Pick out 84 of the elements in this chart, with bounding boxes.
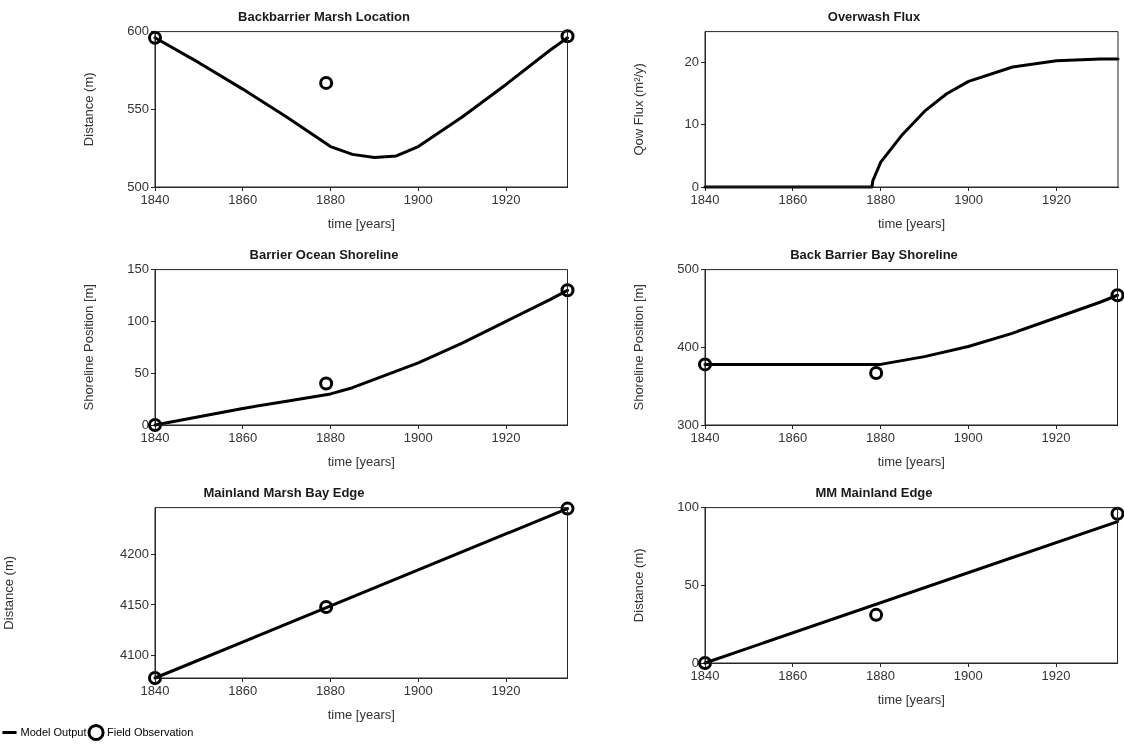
y-tick-label: 10: [684, 116, 699, 132]
point: [319, 376, 334, 391]
x-tick-label: 1920: [1041, 430, 1071, 446]
x-tick-label: 1880: [316, 192, 345, 208]
legend-label: Model Output: [20, 725, 87, 738]
x-tick-label: 1860: [228, 683, 258, 699]
y-tick-label: 600: [127, 23, 149, 39]
x-tick-label: 1880: [316, 683, 345, 699]
x-tick-label: 1900: [953, 430, 983, 446]
y-tick-label: 100: [677, 499, 699, 515]
x-tick-label: 1860: [778, 192, 808, 208]
point: [698, 357, 712, 372]
x-axis-title: time [years]: [877, 691, 945, 707]
chart-title: Overwash Flux: [827, 9, 922, 25]
x-tick-label: 1900: [403, 192, 433, 208]
chart-title: Mainland Marsh Bay Edge: [203, 485, 365, 501]
x-tick-label: 1880: [866, 668, 895, 684]
point: [698, 656, 712, 670]
x-tick-label: 1840: [140, 430, 170, 446]
y-tick-label: 550: [127, 100, 149, 116]
x-axis-title: time [years]: [327, 215, 395, 231]
point: [319, 600, 334, 614]
y-tick-label: 500: [677, 261, 699, 277]
point: [1110, 506, 1124, 521]
x-tick-label: 1840: [690, 192, 720, 208]
y-tick-label: 400: [677, 338, 699, 354]
y-tick-label: 100: [127, 312, 149, 328]
x-tick-label: 1880: [866, 192, 896, 208]
point: [1110, 288, 1124, 303]
y-axis-title: Qow Flux (m²/y): [631, 63, 647, 156]
x-tick-label: 1840: [140, 683, 170, 699]
x-tick-label: 1920: [491, 192, 521, 208]
y-tick-label: 0: [691, 178, 699, 194]
y-tick-label: 50: [684, 576, 699, 592]
y-axis-title: Distance (m): [631, 548, 647, 623]
x-tick-label: 1860: [228, 430, 258, 446]
point: [560, 283, 575, 298]
y-tick-label: 0: [141, 416, 149, 432]
y-tick-label: 4100: [120, 647, 149, 663]
x-tick-label: 1880: [316, 430, 345, 446]
point: [560, 501, 575, 516]
x-axis-title: time [years]: [327, 453, 395, 469]
chart-title: Backbarrier Marsh Location: [238, 9, 411, 25]
point: [560, 29, 575, 44]
point: [319, 75, 334, 90]
x-tick-label: 1880: [866, 430, 895, 446]
y-axis-title: Distance (m): [1, 555, 17, 630]
y-tick-label: 500: [127, 178, 149, 194]
point: [869, 365, 884, 380]
x-tick-label: 1840: [690, 668, 720, 684]
x-axis-title: time [years]: [877, 215, 946, 231]
x-tick-label: 1920: [1042, 192, 1071, 208]
x-tick-label: 1840: [690, 430, 720, 446]
x-tick-label: 1920: [491, 430, 521, 446]
y-tick-label: 50: [134, 364, 149, 380]
x-tick-label: 1900: [403, 683, 433, 699]
x-tick-label: 1920: [1041, 668, 1071, 684]
point: [148, 671, 162, 685]
y-axis-title: Shoreline Position [m]: [631, 284, 647, 411]
x-tick-label: 1840: [140, 192, 170, 208]
x-axis-title: time [years]: [877, 453, 945, 469]
x-tick-label: 1900: [953, 668, 983, 684]
point: [869, 607, 884, 622]
y-tick-label: 300: [677, 416, 699, 432]
x-tick-label: 1900: [403, 430, 433, 446]
chart-title: Back Barrier Bay Shoreline: [790, 247, 958, 263]
x-tick-label: 1860: [778, 430, 808, 446]
chart-title: MM Mainland Edge: [815, 485, 933, 501]
y-tick-label: 4150: [120, 596, 149, 612]
y-tick-label: 20: [684, 54, 699, 70]
y-axis-title: Shoreline Position [m]: [81, 284, 97, 411]
y-axis-title: Distance (m): [81, 72, 97, 147]
legend-label: Field Observation: [107, 725, 194, 738]
x-tick-label: 1920: [491, 683, 521, 699]
x-tick-label: 1860: [228, 192, 258, 208]
point: [148, 30, 162, 45]
x-tick-label: 1860: [778, 668, 808, 684]
y-tick-label: 0: [691, 654, 699, 670]
point: [148, 418, 162, 432]
y-tick-label: 4200: [120, 545, 149, 561]
chart-title: Barrier Ocean Shoreline: [249, 247, 399, 263]
x-tick-label: 1900: [954, 192, 984, 208]
y-tick-label: 150: [127, 261, 149, 277]
x-axis-title: time [years]: [327, 706, 395, 722]
